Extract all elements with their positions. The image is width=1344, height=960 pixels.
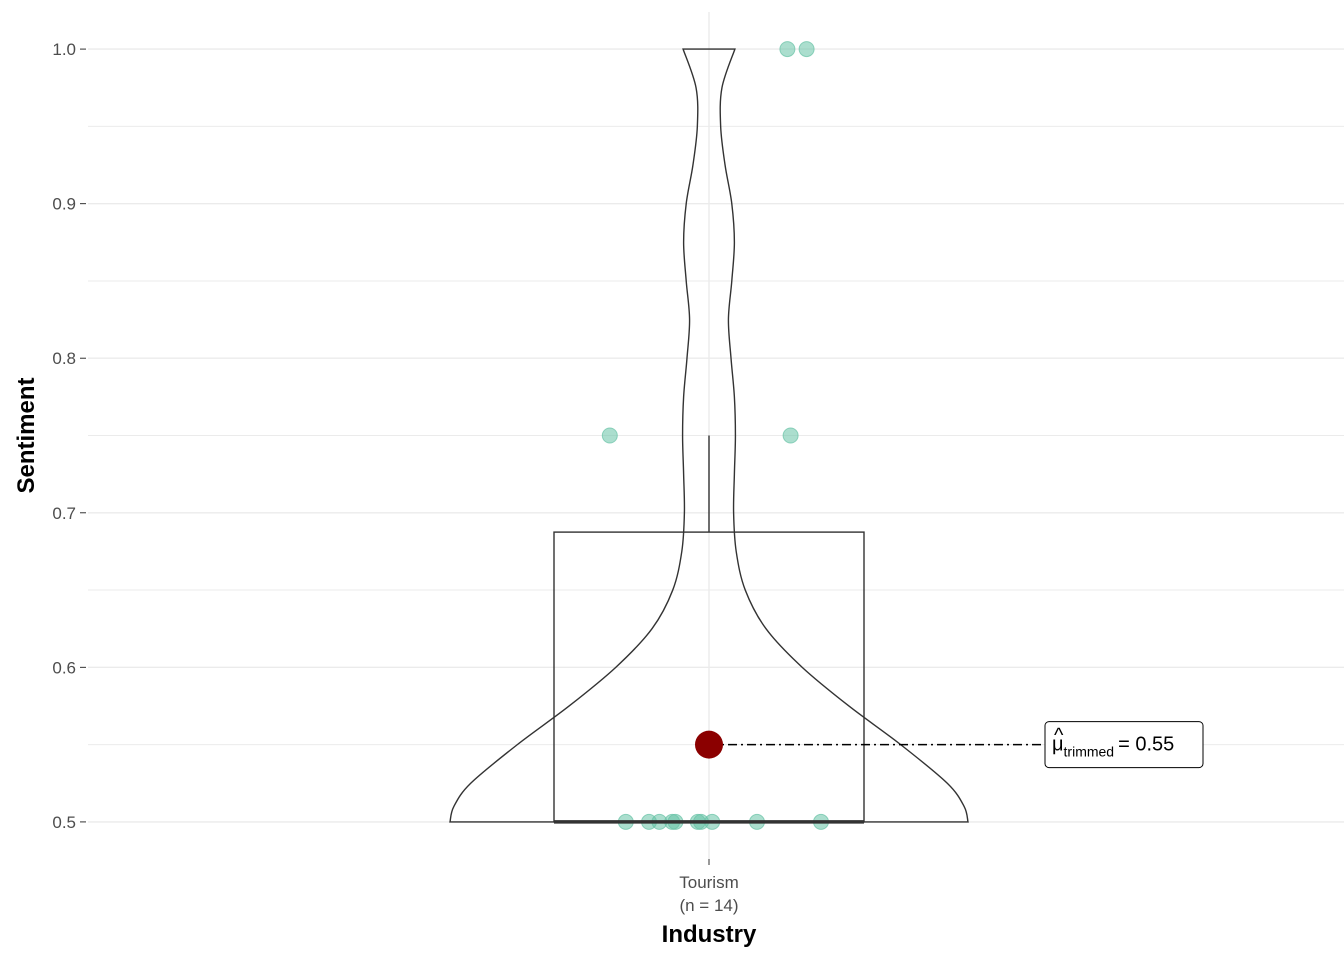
annotation-subscript: trimmed bbox=[1064, 744, 1115, 760]
data-point bbox=[601, 427, 618, 444]
violin-outline bbox=[449, 48, 969, 823]
annotation-mu-symbol: μ bbox=[1052, 734, 1064, 756]
y-tick-label: 0.8 bbox=[52, 349, 76, 368]
x-axis: Tourism (n = 14) bbox=[679, 859, 739, 915]
data-point bbox=[779, 41, 796, 58]
boxplot bbox=[553, 435, 865, 824]
x-tick-label-count: (n = 14) bbox=[679, 896, 738, 915]
y-axis-title: Sentiment bbox=[13, 377, 40, 493]
annotation-box bbox=[1044, 721, 1204, 769]
y-tick-label: 0.5 bbox=[52, 813, 76, 832]
y-tick-label: 0.7 bbox=[52, 504, 76, 523]
mean-annotation-label: ^ μtrimmed = 0.55 bbox=[1044, 721, 1204, 769]
x-axis-title: Industry bbox=[662, 921, 757, 948]
data-point bbox=[798, 41, 815, 58]
annotation-value: = 0.55 bbox=[1118, 734, 1174, 756]
annotation-text: μtrimmed = 0.55 bbox=[1052, 734, 1174, 760]
y-tick-label: 0.6 bbox=[52, 658, 76, 677]
data-point bbox=[782, 427, 799, 444]
x-tick-label-category: Tourism bbox=[679, 873, 739, 892]
grid-lines bbox=[88, 48, 1344, 823]
trimmed-mean-point bbox=[695, 730, 723, 759]
annotation-hat: ^ bbox=[1054, 725, 1064, 747]
y-tick-label: 0.9 bbox=[52, 195, 76, 214]
y-tick-label: 1.0 bbox=[52, 40, 76, 59]
y-axis-ticks: 0.5 0.6 0.7 0.8 0.9 1.0 bbox=[52, 40, 86, 832]
